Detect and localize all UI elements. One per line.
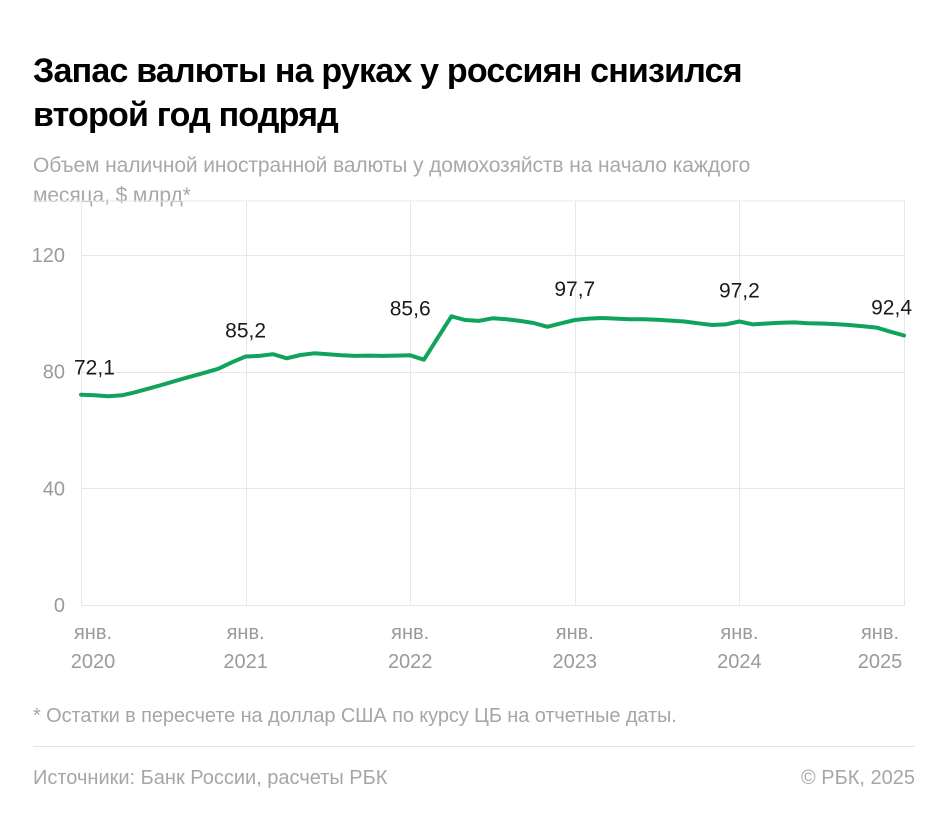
x-tick-year-2025: 2025 xyxy=(858,651,903,673)
x-tick-year-2020: 2020 xyxy=(71,651,116,673)
x-tick-month-2024: янв. xyxy=(720,622,758,644)
y-tick-label-80: 80 xyxy=(43,362,65,384)
x-tick-year-2021: 2021 xyxy=(223,651,268,673)
y-axis-labels: 0 40 80 120 xyxy=(32,245,65,617)
y-tick-label-0: 0 xyxy=(54,595,65,617)
data-labels: 72,1 85,2 85,6 97,7 97,2 92,4 xyxy=(74,278,912,380)
sources-text: Источники: Банк России, расчеты РБК xyxy=(33,767,388,789)
x-tick-month-2025: янв. xyxy=(861,622,899,644)
footnote: * Остатки в пересчете на доллар США по к… xyxy=(33,705,677,727)
copyright-text: © РБК, 2025 xyxy=(800,767,915,789)
data-label-97-2: 97,2 xyxy=(719,280,760,303)
y-tick-label-120: 120 xyxy=(32,245,65,267)
y-tick-label-40: 40 xyxy=(43,478,65,500)
x-tick-year-2022: 2022 xyxy=(388,651,433,673)
x-tick-month-2020: янв. xyxy=(74,622,112,644)
x-axis-labels: янв. 2020 янв. 2021 янв. 2022 янв. 2023 янв. 2024… xyxy=(71,622,903,673)
series-line xyxy=(79,314,906,399)
data-label-85-2: 85,2 xyxy=(225,320,266,343)
chart-subtitle-line-1: Объем наличной иностранной валюты у домо… xyxy=(33,154,751,177)
x-tick-month-2022: янв. xyxy=(391,622,429,644)
x-tick-month-2023: янв. xyxy=(556,622,594,644)
x-tick-month-2021: янв. xyxy=(227,622,265,644)
chart-title-line-2: второй год подряд xyxy=(33,95,339,134)
x-tick-year-2024: 2024 xyxy=(717,651,762,673)
line-chart: 0 40 80 120 янв. 2020 янв. 2021 янв. 2022 янв. 2023… xyxy=(32,200,912,673)
x-tick-year-2023: 2023 xyxy=(553,651,598,673)
data-label-97-7: 97,7 xyxy=(554,278,595,301)
chart-title: Запас валюты на руках у россиян снизился… xyxy=(33,49,933,137)
chart-title-line-1: Запас валюты на руках у россиян снизился xyxy=(33,51,743,90)
data-label-72-1: 72,1 xyxy=(74,357,115,380)
gridlines xyxy=(32,200,905,606)
divider xyxy=(33,746,915,747)
data-label-92-4: 92,4 xyxy=(871,297,912,320)
data-label-85-6: 85,6 xyxy=(390,297,431,320)
